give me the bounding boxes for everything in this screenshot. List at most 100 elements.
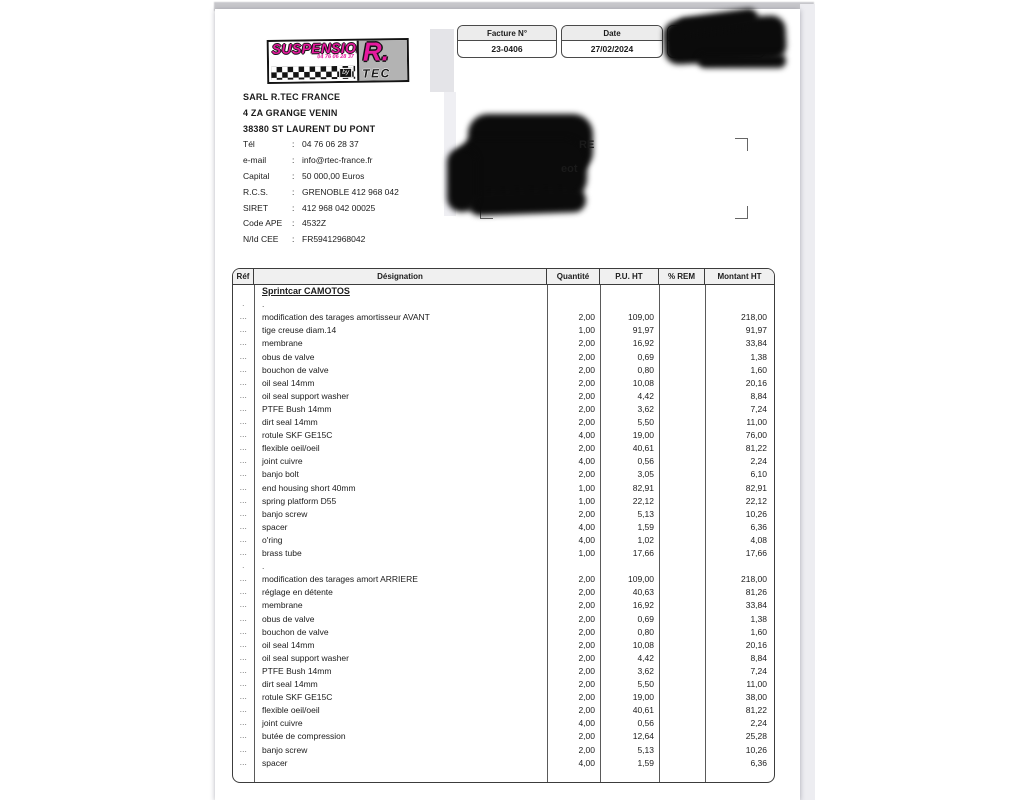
company-logo: SUSPENSION 04 76 06 28 37 by R. TEC xyxy=(240,27,430,92)
cell-pu-ht: 0,80 xyxy=(637,626,654,637)
cell-montant-ht: 33,84 xyxy=(745,338,767,349)
cell-designation: bouchon de valve xyxy=(262,626,329,637)
table-row: ... spacer 4,00 1,59 6,36 xyxy=(233,521,774,534)
cell-montant-ht: 4,08 xyxy=(750,534,767,545)
cell-ref: ... xyxy=(239,536,248,544)
date-box: Date 27/02/2024 xyxy=(561,25,663,58)
detail-value: 04 76 06 28 37 xyxy=(302,139,359,149)
cell-pu-ht: 19,00 xyxy=(632,692,654,703)
cell-rem xyxy=(659,704,705,717)
cell-montant-ht: 22,12 xyxy=(745,495,767,506)
cell-designation: membrane xyxy=(262,338,303,349)
cell-designation: rotule SKF GE15C xyxy=(262,692,333,703)
company-detail-row: N/Id CEE: FR59412968042 xyxy=(243,234,399,250)
cell-rem xyxy=(659,757,705,770)
logo-right-panel: R. TEC xyxy=(356,36,408,81)
table-row: ... oil seal 14mm 2,00 10,08 20,16 xyxy=(233,639,774,652)
cell-designation: . xyxy=(262,561,265,572)
recipient-text-fragment: eot xyxy=(561,163,578,175)
cell-designation: spacer xyxy=(262,521,288,532)
cell-designation: banjo bolt xyxy=(262,469,299,480)
cell-montant-ht: 6,36 xyxy=(750,757,767,768)
crop-mark-top-right xyxy=(735,138,748,151)
table-row: ... joint cuivre 4,00 0,56 2,24 xyxy=(233,717,774,730)
cell-pu-ht: 16,92 xyxy=(632,338,654,349)
table-row: ... oil seal support washer 2,00 4,42 8,84 xyxy=(233,390,774,403)
cell-rem xyxy=(659,586,705,599)
cell-rem xyxy=(659,416,705,429)
cell-rem xyxy=(659,337,705,350)
cell-ref: ... xyxy=(239,667,248,675)
detail-value: 4532Z xyxy=(302,218,327,229)
cell-ref: ... xyxy=(239,419,248,426)
table-row: ... membrane 2,00 16,92 33,84 xyxy=(233,337,774,350)
cell-quantite: 2,00 xyxy=(578,403,595,414)
cell-quantite: 4,00 xyxy=(578,430,595,441)
detail-value: info@rtec-france.fr xyxy=(302,154,373,165)
table-row: ... dirt seal 14mm 2,00 5,50 11,00 xyxy=(233,678,774,691)
cell-quantite: 2,00 xyxy=(578,351,595,362)
cell-designation: brass tube xyxy=(262,548,302,558)
cell-rem xyxy=(659,521,705,534)
cell-designation: tige creuse diam.14 xyxy=(262,325,337,336)
cell-designation: obus de valve xyxy=(262,613,315,624)
cell-quantite: 2,00 xyxy=(578,731,595,742)
cell-montant-ht: 11,00 xyxy=(746,679,767,689)
cell-ref: ... xyxy=(239,379,248,387)
cell-quantite: 2,00 xyxy=(578,705,595,716)
table-row: ... obus de valve 2,00 0,69 1,38 xyxy=(233,613,774,626)
cell-pu-ht: 40,63 xyxy=(632,587,654,598)
detail-colon: : xyxy=(292,170,295,181)
company-address-2: 38380 ST LAURENT DU PONT xyxy=(243,124,376,134)
table-row: ... réglage en détente 2,00 40,63 81,26 xyxy=(233,586,774,599)
logo-left-panel: SUSPENSION 04 76 06 28 37 by xyxy=(268,40,367,82)
cell-designation: banjo screw xyxy=(262,744,308,755)
cell-ref: ... xyxy=(239,550,248,557)
cell-montant-ht: 81,22 xyxy=(745,443,767,454)
cell-rem xyxy=(659,482,705,495)
cell-quantite: 1,00 xyxy=(578,495,595,506)
cell-rem xyxy=(659,429,705,442)
recipient-text-fragment: RE xyxy=(579,139,595,151)
cell-quantite xyxy=(547,560,600,573)
table-row: ... rotule SKF GE15C 4,00 19,00 76,00 xyxy=(233,429,774,442)
date-label: Date xyxy=(562,26,662,41)
cell-designation: bouchon de valve xyxy=(262,364,329,375)
detail-colon: : xyxy=(292,154,295,165)
redaction-blob xyxy=(467,187,587,217)
line-items-table: Réf Désignation Quantité P.U. HT% REM Montan… xyxy=(232,268,775,783)
cell-montant-ht: 8,84 xyxy=(750,390,767,401)
table-row: ... rotule SKF GE15C 2,00 19,00 38,00 xyxy=(233,691,774,704)
table-row: ... spring platform D55 1,00 22,12 22,12 xyxy=(233,495,774,508)
cell-designation: modification des tarages amort ARRIERE xyxy=(262,574,418,585)
cell-rem xyxy=(659,468,705,481)
company-detail-row: e-mail: info@rtec-france.fr xyxy=(243,155,399,171)
cell-pu-ht: 91,97 xyxy=(632,325,654,336)
facture-number-value: 23-0406 xyxy=(491,44,523,54)
cell-quantite: 2,00 xyxy=(578,417,595,427)
scan-artifact xyxy=(430,29,454,92)
cell-montant-ht: 8,84 xyxy=(750,652,767,663)
cell-rem xyxy=(659,324,705,337)
table-row: ... modification des tarages amort ARRIER… xyxy=(233,573,774,586)
cell-quantite: 2,00 xyxy=(578,469,595,480)
cell-rem xyxy=(659,390,705,403)
cell-rem xyxy=(659,665,705,678)
cell-designation: end housing short 40mm xyxy=(262,482,356,493)
cell-quantite: 2,00 xyxy=(578,508,595,519)
cell-quantite: 4,00 xyxy=(578,456,595,467)
table-header-cell: Quantité xyxy=(547,269,600,284)
cell-montant-ht: 2,24 xyxy=(750,456,767,467)
cell-pu-ht: 5,50 xyxy=(637,417,654,427)
cell-pu-ht: 4,42 xyxy=(637,652,654,663)
cell-designation: obus de valve xyxy=(262,351,315,362)
cell-ref: ... xyxy=(239,654,248,662)
cell-pu-ht: 3,05 xyxy=(637,469,654,480)
cell-quantite: 4,00 xyxy=(578,521,595,532)
detail-label: e-mail xyxy=(243,154,267,165)
redaction-blob xyxy=(698,54,786,68)
detail-colon: : xyxy=(292,186,295,197)
cell-quantite: 1,00 xyxy=(578,482,595,493)
brand-phone: 04 76 06 28 37 xyxy=(317,53,354,61)
cell-rem xyxy=(659,626,705,639)
